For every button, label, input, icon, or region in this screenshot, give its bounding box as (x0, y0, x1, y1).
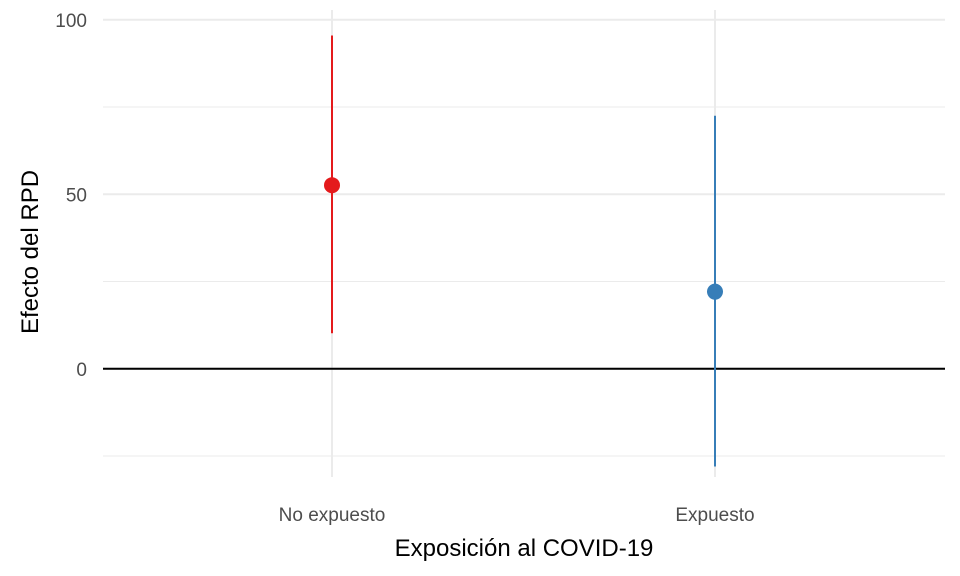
y-axis-title: Efecto del RPD (17, 170, 44, 334)
x-axis-ticks: No expuesto Expuesto (279, 505, 755, 526)
y-tick-label: 50 (66, 185, 87, 206)
point-estimate (707, 283, 723, 300)
y-tick-label: 100 (55, 11, 87, 32)
x-tick-label: No expuesto (279, 505, 386, 526)
point-estimate (324, 177, 340, 194)
data-marks (324, 35, 723, 467)
x-tick-label: Expuesto (675, 505, 754, 526)
x-axis-title: Exposición al COVID-19 (395, 535, 654, 562)
y-tick-label: 0 (76, 360, 87, 381)
gridlines (103, 10, 945, 477)
y-axis-ticks: 0 50 100 (55, 11, 87, 381)
